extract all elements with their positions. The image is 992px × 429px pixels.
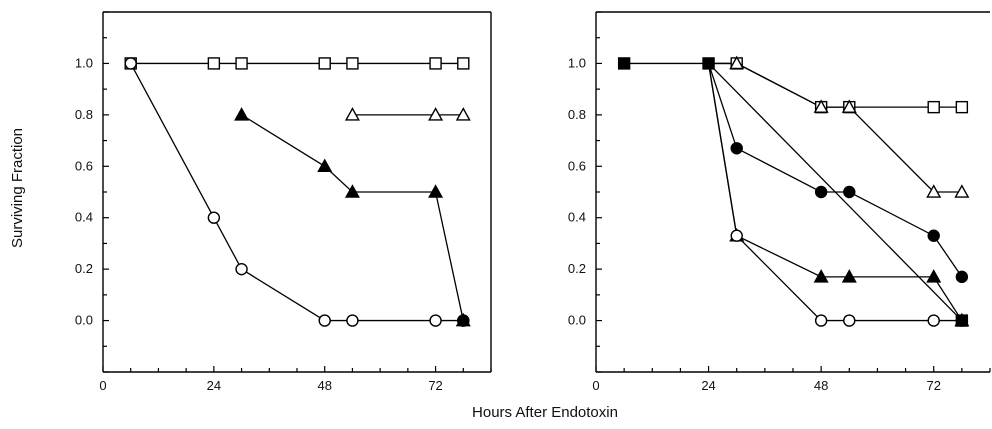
- filled-triangle-marker: [926, 269, 942, 283]
- x-tick-label: 72: [926, 378, 940, 393]
- x-axis-title: Hours After Endotoxin: [472, 404, 618, 421]
- filled-square-marker: [702, 57, 715, 70]
- filled-triangle-marker: [234, 107, 250, 121]
- filled-circle-marker: [927, 229, 940, 242]
- open-circle-marker: [124, 57, 137, 70]
- filled-square-marker: [617, 57, 631, 70]
- y-tick-label: 0.2: [568, 261, 586, 276]
- open-circle-marker: [730, 229, 743, 242]
- open-triangle-marker: [954, 184, 970, 198]
- open-triangle-marker: [926, 184, 942, 198]
- x-tick-label: 48: [317, 378, 331, 393]
- open-triangle-marker: [729, 55, 745, 70]
- left-panel: 0.0 0.2 0.4 0.6 0.8 1.0 0 24 48 72: [75, 11, 492, 393]
- x-tick-label: 72: [428, 378, 442, 393]
- filled-circle-marker: [730, 142, 743, 155]
- open-circle-marker: [814, 314, 828, 327]
- filled-circle-marker: [814, 185, 828, 199]
- open-circle-marker: [318, 314, 331, 327]
- y-tick-label: 0.6: [568, 158, 586, 173]
- open-square-marker: [457, 57, 470, 70]
- series-line: [708, 62, 963, 322]
- filled-circle-marker: [955, 270, 969, 284]
- filled-circle-marker: [843, 185, 856, 199]
- y-tick-label: 0.4: [75, 210, 93, 225]
- filled-triangle-marker: [428, 184, 444, 198]
- open-triangle-marker: [428, 107, 444, 121]
- x-tick-label: 0: [592, 378, 599, 393]
- series-line: [708, 62, 962, 108]
- y-tick-label: 0.2: [75, 261, 93, 276]
- open-square-marker: [318, 57, 331, 70]
- open-circle-marker: [346, 314, 359, 327]
- filled-square-marker: [955, 314, 969, 327]
- open-square-marker: [955, 100, 969, 114]
- right-panel: 0.0 0.2 0.4 0.6 0.8 1.0 0 24 48 72: [568, 11, 991, 393]
- open-circle-marker: [235, 262, 248, 276]
- open-triangle-marker: [813, 99, 829, 113]
- filled-triangle-marker: [317, 158, 333, 173]
- y-tick-label: 0.8: [75, 107, 93, 122]
- y-axis-title: Surviving Fraction: [9, 128, 26, 248]
- y-tick-label: 0.6: [75, 158, 93, 173]
- open-circle-marker: [843, 314, 856, 327]
- open-square-marker: [235, 57, 248, 70]
- y-tick-label: 0.8: [568, 107, 586, 122]
- filled-triangle-marker: [344, 184, 360, 198]
- open-triangle-marker: [455, 107, 471, 121]
- x-tick-label: 48: [814, 378, 828, 393]
- filled-triangle-marker: [813, 269, 829, 283]
- open-square-marker: [927, 100, 940, 114]
- filled-triangle-marker: [841, 269, 857, 283]
- y-tick-label: 0.4: [568, 210, 586, 225]
- y-tick-label: 0.0: [75, 313, 93, 328]
- y-tick-label: 1.0: [75, 55, 93, 70]
- y-tick-label: 0.0: [568, 313, 586, 328]
- x-tick-label: 0: [99, 378, 106, 393]
- series-line: [708, 62, 962, 193]
- open-circle-marker: [207, 211, 221, 224]
- x-tick-label: 24: [207, 378, 221, 393]
- open-square-marker: [346, 57, 359, 70]
- open-circle-marker: [429, 314, 442, 327]
- open-triangle-marker: [344, 107, 360, 121]
- open-square-marker: [207, 57, 221, 70]
- y-tick-label: 1.0: [568, 55, 586, 70]
- x-tick-label: 24: [701, 378, 715, 393]
- filled-circle-marker: [457, 314, 470, 327]
- open-triangle-marker: [841, 99, 857, 113]
- open-circle-marker: [927, 314, 940, 327]
- open-square-marker: [429, 57, 442, 70]
